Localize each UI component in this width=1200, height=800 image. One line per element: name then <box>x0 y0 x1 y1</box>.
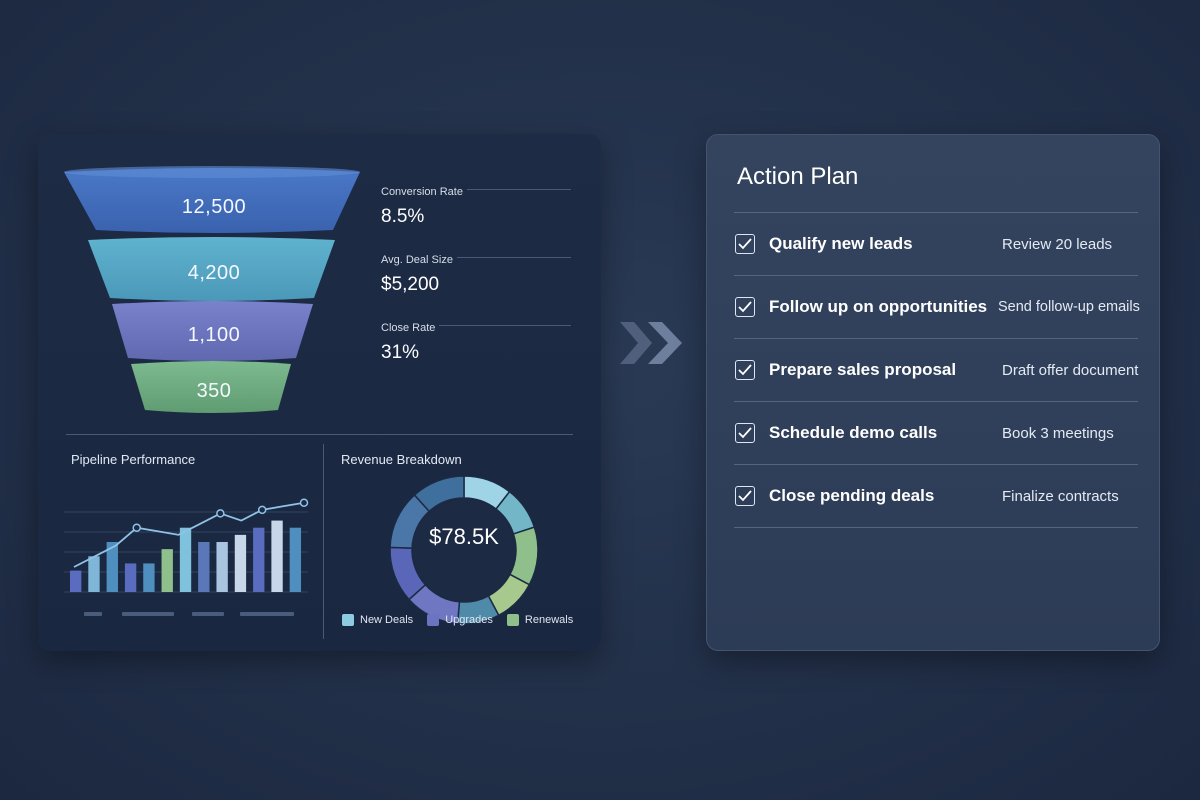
funnel-stage-1 <box>64 168 360 233</box>
bar <box>106 542 118 592</box>
bar <box>234 534 247 592</box>
bar <box>289 527 302 592</box>
bar <box>198 542 210 592</box>
legend-swatch <box>342 614 354 626</box>
funnel-value-3: 1,100 <box>187 324 241 346</box>
legend-label: New Deals <box>360 614 414 626</box>
legend-item-upgrades: Upgrades <box>427 614 493 626</box>
task-label: Schedule demo calls <box>769 423 938 442</box>
checkmark-icon <box>738 490 752 502</box>
pipeline-performance-title: Pipeline Performance <box>71 452 196 467</box>
revenue-total: $78.5K <box>429 524 499 549</box>
action-label: Book 3 meetings <box>1002 424 1114 442</box>
revenue-legend: New Deals Upgrades Renewals <box>342 614 573 626</box>
axis-label-placeholder <box>192 612 224 616</box>
action-label: Finalize contracts <box>1002 487 1119 505</box>
bar <box>70 570 82 592</box>
action-label: Draft offer document <box>1002 361 1139 379</box>
list-item: Follow up on opportunities Send follow-u… <box>734 276 1140 339</box>
metric-close-rate: Close Rate 31% <box>381 318 571 364</box>
checkbox[interactable] <box>735 360 755 380</box>
action-plan-title: Action Plan <box>737 163 859 190</box>
metric-label: Close Rate <box>381 322 440 334</box>
task-label: Follow up on opportunities <box>769 297 988 316</box>
checkbox[interactable] <box>735 423 755 443</box>
task-label: Prepare sales proposal <box>769 360 957 379</box>
bar <box>179 527 192 592</box>
list-item: Close pending deals Finalize contracts <box>734 465 1138 528</box>
trend-point <box>299 498 309 507</box>
checkbox[interactable] <box>735 234 755 254</box>
metric-value: 31% <box>381 342 420 363</box>
checkmark-icon <box>738 238 752 250</box>
funnel-stage-2 <box>88 237 335 301</box>
funnel-value-2: 4,200 <box>187 262 241 284</box>
legend-label: Renewals <box>524 614 574 626</box>
donut-segment <box>413 475 465 513</box>
metric-value: 8.5% <box>381 206 425 227</box>
metric-label: Avg. Deal Size <box>381 254 457 266</box>
list-item: Prepare sales proposal Draft offer docum… <box>734 339 1138 402</box>
donut-hole <box>413 499 515 601</box>
divider <box>323 444 324 639</box>
trend-point <box>257 505 267 515</box>
revenue-breakdown-title: Revenue Breakdown <box>341 452 462 467</box>
metric-conversion-rate: Conversion Rate 8.5% <box>381 182 571 228</box>
sales-dashboard-card: 12,500 4,200 1,100 350 Conversion Rate 8… <box>38 134 601 651</box>
bar <box>124 563 137 592</box>
legend-label: Upgrades <box>445 614 493 626</box>
funnel-shapes <box>64 166 360 413</box>
funnel-value-1: 12,500 <box>181 196 247 218</box>
funnel-value-4: 350 <box>196 380 232 402</box>
checkmark-icon <box>738 301 752 313</box>
bar <box>143 563 155 592</box>
action-plan-card: Action Plan Qualify new leads Review 20 … <box>706 134 1160 651</box>
double-chevron-right-icon <box>620 322 682 364</box>
divider <box>66 434 573 435</box>
legend-item-renewals: Renewals <box>506 614 574 626</box>
bar <box>216 542 228 592</box>
bar <box>88 556 100 592</box>
checkbox[interactable] <box>735 297 755 317</box>
legend-item-new-deals: New Deals <box>342 614 413 626</box>
task-label: Close pending deals <box>769 486 935 505</box>
trend-point <box>216 509 225 518</box>
list-item: Schedule demo calls Book 3 meetings <box>734 402 1138 465</box>
funnel-stage-4 <box>131 361 291 413</box>
axis-label-placeholder <box>84 612 102 616</box>
funnel-stage-3 <box>112 301 313 361</box>
axis-label-placeholder <box>122 612 174 616</box>
legend-swatch <box>506 614 519 626</box>
checkmark-icon <box>738 364 752 376</box>
action-plan-list: Qualify new leads Review 20 leads Follow… <box>734 212 1140 528</box>
sales-funnel: 12,500 4,200 1,100 350 Conversion Rate 8… <box>38 134 601 564</box>
axis-label-placeholder <box>240 612 294 616</box>
list-item: Qualify new leads Review 20 leads <box>734 213 1138 276</box>
metric-value: $5,200 <box>381 274 440 295</box>
action-label: Review 20 leads <box>1002 235 1113 253</box>
pipeline-performance-chart <box>64 498 309 616</box>
checkbox[interactable] <box>735 486 755 506</box>
task-label: Qualify new leads <box>769 234 913 253</box>
metric-avg-deal-size: Avg. Deal Size $5,200 <box>381 250 571 296</box>
trend-point <box>132 523 141 532</box>
bar <box>271 520 283 592</box>
bar <box>253 527 265 592</box>
bar <box>161 549 173 592</box>
revenue-breakdown-donut <box>389 475 539 625</box>
action-label: Send follow-up emails <box>998 299 1140 315</box>
metric-label: Conversion Rate <box>381 186 467 198</box>
checkmark-icon <box>738 427 752 439</box>
legend-swatch <box>427 614 440 626</box>
